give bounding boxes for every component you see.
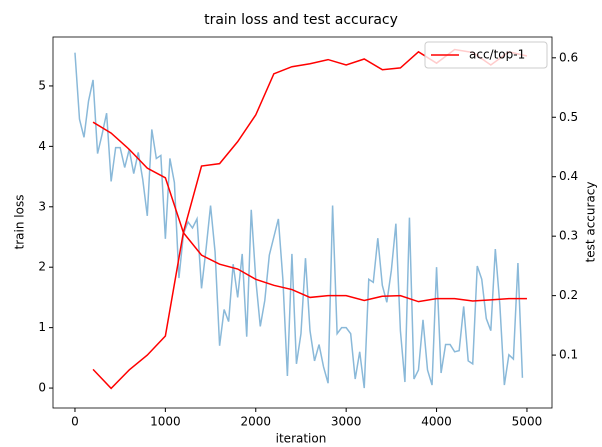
y-tick-label: 0 — [38, 381, 46, 395]
y2-tick-label: 0.6 — [559, 50, 578, 64]
y-tick-label: 2 — [38, 260, 46, 274]
y-axis-label: train loss — [13, 195, 27, 250]
y-tick-label: 5 — [38, 78, 46, 92]
x-tick-label: 4000 — [421, 415, 452, 429]
y-tick-label: 1 — [38, 320, 46, 334]
legend-label: acc/top-1 — [469, 48, 525, 62]
series-line — [92, 48, 528, 390]
x-tick-label: 1000 — [150, 415, 181, 429]
x-tick-label: 2000 — [240, 415, 271, 429]
y2-axis-label: test accuracy — [584, 182, 598, 263]
series-line — [92, 121, 527, 303]
plot-frame — [52, 36, 553, 409]
x-tick-label: 3000 — [331, 415, 362, 429]
chart-title: train loss and test accuracy — [204, 12, 398, 28]
x-axis-label: iteration — [276, 432, 327, 446]
y2-tick-label: 0.3 — [559, 229, 578, 243]
series-line — [74, 52, 524, 389]
y2-tick-label: 0.1 — [559, 348, 578, 362]
y2-tick-label: 0.4 — [559, 169, 578, 183]
x-tick-label: 0 — [71, 415, 79, 429]
y2-tick-label: 0.2 — [559, 288, 578, 302]
y-tick-label: 4 — [38, 139, 46, 153]
legend-box — [424, 41, 548, 69]
y2-tick-label: 0.5 — [559, 110, 578, 124]
x-tick-label: 5000 — [512, 415, 543, 429]
y-tick-label: 3 — [38, 199, 46, 213]
